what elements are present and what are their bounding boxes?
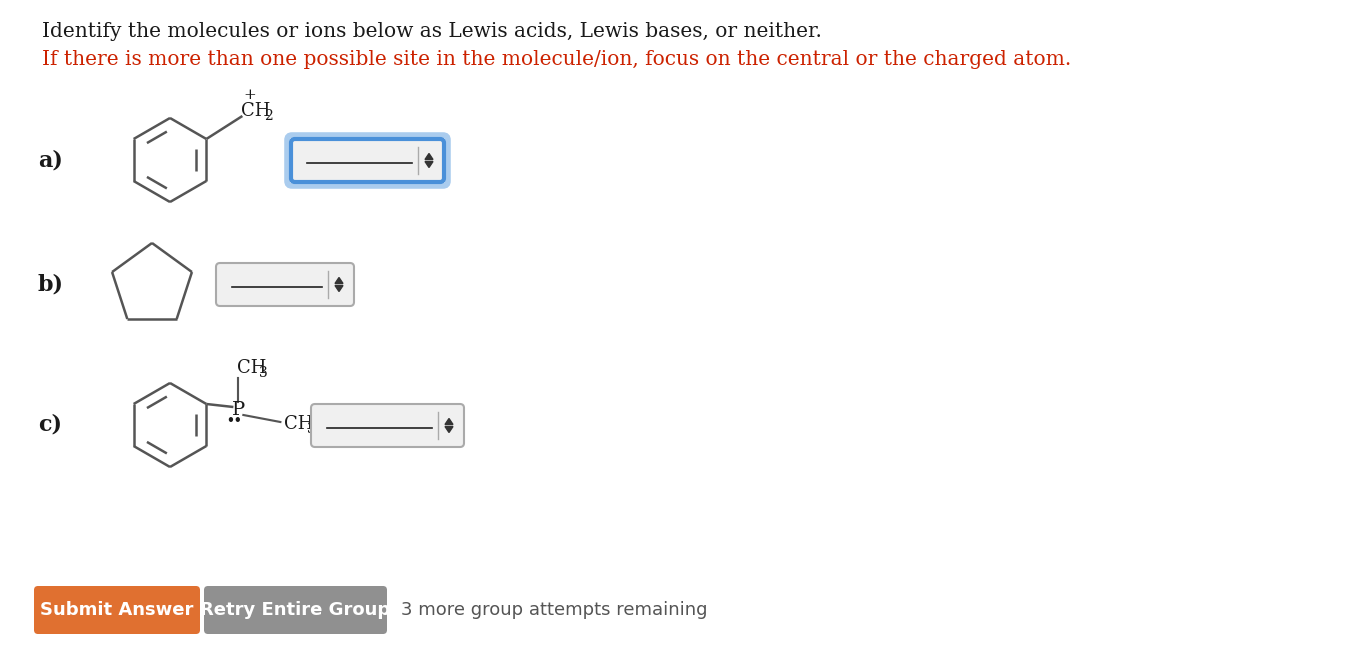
Text: Submit Answer: Submit Answer <box>41 601 194 619</box>
Text: Retry Entire Group: Retry Entire Group <box>200 601 390 619</box>
FancyBboxPatch shape <box>34 586 200 634</box>
Polygon shape <box>334 286 343 292</box>
Text: +: + <box>244 88 256 102</box>
Text: 3 more group attempts remaining: 3 more group attempts remaining <box>401 601 708 619</box>
FancyBboxPatch shape <box>311 404 464 447</box>
Polygon shape <box>334 277 343 284</box>
Text: CH: CH <box>237 359 267 377</box>
Text: c): c) <box>38 414 62 436</box>
Polygon shape <box>445 418 454 424</box>
FancyBboxPatch shape <box>204 586 387 634</box>
Text: 3: 3 <box>307 422 315 436</box>
Text: If there is more than one possible site in the molecule/ion, focus on the centra: If there is more than one possible site … <box>42 50 1071 69</box>
Polygon shape <box>425 154 433 160</box>
FancyBboxPatch shape <box>217 263 353 306</box>
Text: P: P <box>232 401 245 419</box>
Text: 3: 3 <box>260 366 268 380</box>
Text: b): b) <box>38 274 64 296</box>
Text: Identify the molecules or ions below as Lewis acids, Lewis bases, or neither.: Identify the molecules or ions below as … <box>42 22 822 41</box>
FancyBboxPatch shape <box>291 139 444 182</box>
Polygon shape <box>425 162 433 168</box>
Text: a): a) <box>38 149 62 171</box>
Text: CH: CH <box>284 415 314 433</box>
Polygon shape <box>445 426 454 432</box>
Text: ••: •• <box>226 414 242 426</box>
Text: CH: CH <box>241 102 271 120</box>
Text: 2: 2 <box>264 109 274 123</box>
